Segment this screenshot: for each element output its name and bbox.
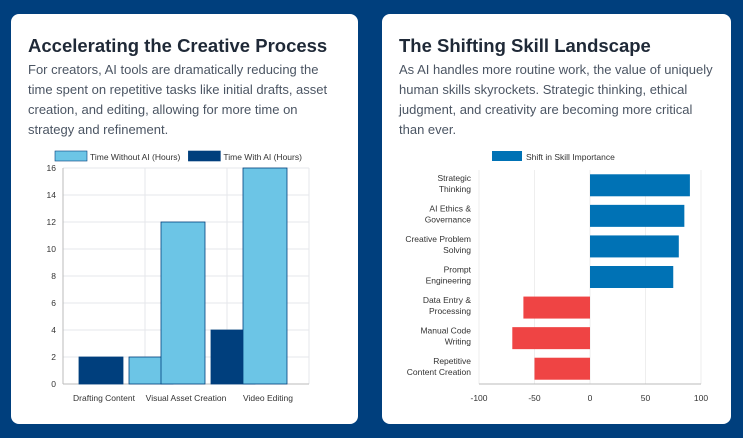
card-creative-process: Accelerating the Creative Process For cr… bbox=[11, 14, 358, 424]
card-skill-landscape: The Shifting Skill Landscape As AI handl… bbox=[382, 14, 731, 424]
bar bbox=[590, 266, 674, 288]
y-tick-label: Solving bbox=[443, 245, 471, 255]
bar bbox=[160, 221, 206, 385]
legend-swatch bbox=[492, 151, 522, 161]
y-tick-label: 16 bbox=[47, 163, 57, 173]
x-tick-label: 100 bbox=[694, 393, 708, 403]
y-tick-label: Creative Problem bbox=[405, 234, 471, 244]
y-tick-label: Content Creation bbox=[407, 367, 472, 377]
y-tick-label: Thinking bbox=[439, 184, 471, 194]
bar bbox=[590, 174, 690, 197]
card-title: The Shifting Skill Landscape bbox=[399, 35, 651, 56]
y-tick-label: Data Entry & bbox=[423, 295, 472, 305]
y-tick-label: Manual Code bbox=[420, 326, 471, 336]
bar bbox=[534, 357, 590, 380]
y-tick-label: Writing bbox=[445, 337, 472, 347]
legend-label: Time With AI (Hours) bbox=[223, 152, 302, 162]
y-tick-label: 12 bbox=[47, 217, 57, 227]
bar bbox=[523, 296, 590, 319]
bar bbox=[590, 204, 685, 227]
y-tick-label: 6 bbox=[51, 298, 56, 308]
legend-label: Time Without AI (Hours) bbox=[90, 152, 181, 162]
y-tick-label: Prompt bbox=[444, 265, 472, 275]
y-tick-label: Processing bbox=[429, 306, 471, 316]
card-title: Accelerating the Creative Process bbox=[28, 35, 328, 56]
card-description: As AI handles more routine work, the val… bbox=[399, 62, 713, 137]
time-comparison-chart: Time Without AI (Hours) Time With AI (Hou… bbox=[47, 150, 310, 403]
x-tick-label: -50 bbox=[528, 393, 541, 403]
skill-shift-chart: Shift in Skill Importance -100 -50 0 50 100 St… bbox=[405, 151, 708, 403]
y-tick-label: Governance bbox=[425, 214, 472, 224]
card-description: For creators, AI tools are dramatically … bbox=[28, 62, 328, 137]
x-tick-label: Visual Asset Creation bbox=[146, 393, 227, 403]
legend-swatch bbox=[188, 150, 221, 162]
bar bbox=[512, 327, 590, 350]
x-tick-label: 50 bbox=[641, 393, 651, 403]
legend-label: Shift in Skill Importance bbox=[526, 152, 615, 162]
y-tick-label: 2 bbox=[51, 352, 56, 362]
bar bbox=[242, 167, 288, 385]
x-tick-label: Drafting Content bbox=[73, 393, 136, 403]
y-tick-label: 8 bbox=[51, 271, 56, 281]
y-tick-label: Strategic bbox=[437, 173, 471, 183]
x-tick-label: Video Editing bbox=[243, 393, 293, 403]
y-tick-label: 10 bbox=[47, 244, 57, 254]
y-tick-label: Repetitive bbox=[433, 356, 471, 366]
y-tick-label: Engineering bbox=[426, 276, 472, 286]
bar bbox=[590, 235, 679, 258]
y-tick-label: 14 bbox=[47, 190, 57, 200]
y-tick-label: 0 bbox=[51, 379, 56, 389]
y-tick-label: 4 bbox=[51, 325, 56, 335]
bar bbox=[78, 356, 124, 385]
x-tick-label: 0 bbox=[588, 393, 593, 403]
x-tick-label: -100 bbox=[470, 393, 487, 403]
legend-swatch bbox=[54, 150, 88, 162]
y-tick-label: AI Ethics & bbox=[429, 203, 471, 213]
